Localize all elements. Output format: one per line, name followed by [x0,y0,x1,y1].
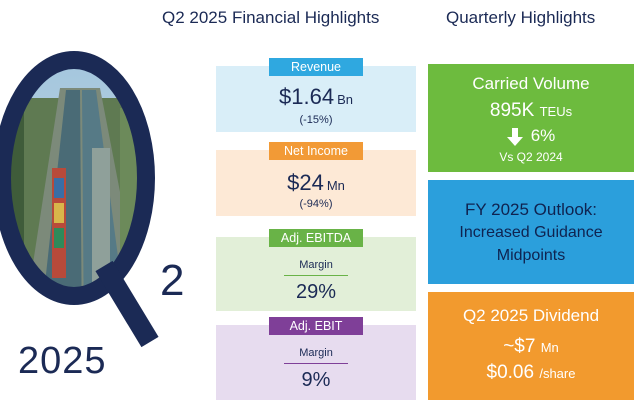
adj-ebit-value: 9% [301,369,331,391]
net-income-value-line: $24 Mn [216,170,416,196]
net-income-tag: Net Income [269,142,363,160]
carried-volume-value: 895K [489,100,535,121]
dividend-per-share-unit: /share [539,366,576,381]
carried-volume-change: 6% [530,126,556,145]
dividend-title: Q2 2025 Dividend [462,306,600,325]
revenue-card: Revenue $1.64 Bn (-15%) [216,58,416,132]
outlook-box: FY 2025 Outlook: Increased Guidance Midp… [428,180,634,284]
net-income-value: $24 [287,170,324,195]
adj-ebitda-card: Adj. EBITDA Margin 29% [216,229,416,311]
adj-ebitda-value: 29% [295,281,337,303]
adj-ebitda-tag: Adj. EBITDA [269,229,363,247]
quarterly-highlights-heading: Quarterly Highlights [446,8,596,27]
carried-volume-box: Carried Volume 895K TEUs 6% Vs Q2 2024 [428,64,634,172]
dividend-per-share-line: $0.06 /share [428,362,634,384]
adj-ebit-card: Adj. EBIT Margin 9% [216,317,416,400]
net-income-unit: Mn [326,178,345,193]
carried-volume-unit: TEUs [539,104,573,119]
net-income-card: Net Income $24 Mn (-94%) [216,142,416,216]
outlook-line-3: Midpoints [496,247,566,264]
revenue-value-line: $1.64 Bn [216,84,416,110]
outlook-line-2: Increased Guidance [459,224,603,241]
financial-highlights-heading: Q2 2025 Financial Highlights [162,8,380,27]
carried-volume-change-line: 6% [428,126,634,146]
quarter-number: 2 [160,256,185,305]
dividend-box: Q2 2025 Dividend ~$7 Mn $0.06 /share [428,292,634,400]
carried-volume-title: Carried Volume [472,74,590,93]
dividend-per-share: $0.06 [486,362,535,383]
outlook-line-1: FY 2025 Outlook: [465,200,597,219]
q-emblem-photo [0,51,159,348]
revenue-tag: Revenue [269,58,363,76]
adj-ebitda-divider [284,275,348,276]
dividend-amount-line: ~$7 Mn [428,336,634,358]
adj-ebitda-margin-label: Margin [299,259,333,271]
net-income-change: (-94%) [299,198,333,210]
adj-ebit-divider [284,363,348,364]
revenue-change: (-15%) [299,114,333,126]
revenue-value: $1.64 [279,84,335,109]
year-label: 2025 [18,340,107,382]
carried-volume-compare: Vs Q2 2024 [499,150,563,164]
dividend-amount-unit: Mn [540,340,559,355]
arrow-down-icon [506,127,523,146]
adj-ebit-tag: Adj. EBIT [269,317,363,335]
revenue-unit: Bn [337,92,353,107]
carried-volume-value-line: 895K TEUs [428,100,634,122]
adj-ebit-margin-label: Margin [299,347,333,359]
dividend-amount: ~$7 [503,336,536,357]
